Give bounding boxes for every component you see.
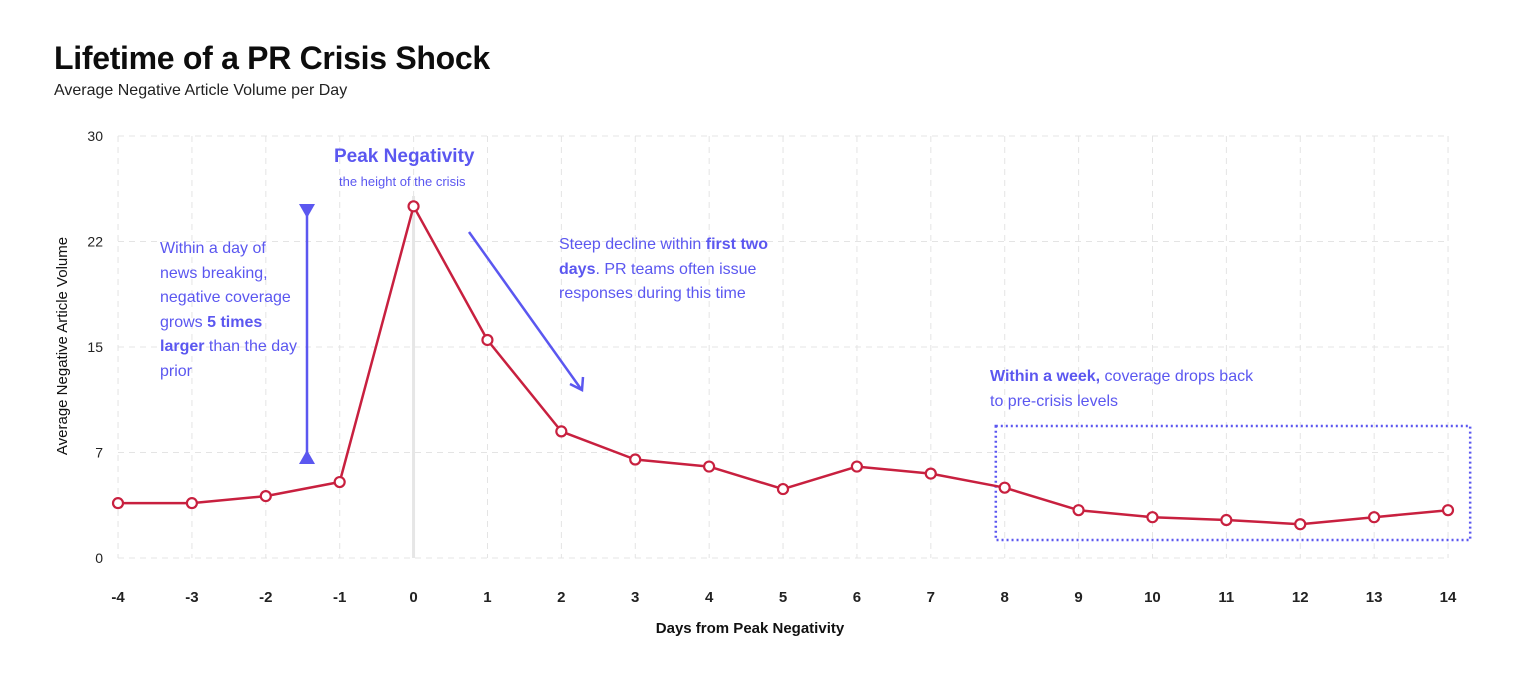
data-point [1072,504,1085,517]
y-axis-label: Average Negative Article Volume [54,237,71,455]
data-point [111,497,125,510]
data-point [555,425,568,438]
growth-arrow-top-head [299,204,315,218]
data-point [1220,513,1233,527]
x-tick-label: 11 [1218,589,1234,606]
week-highlight-box [994,424,1472,542]
x-tick-label: 7 [927,589,935,606]
x-tick-label: -1 [333,589,346,606]
peak-subtitle: the height of the crisis [339,174,466,189]
growth-text-pre: Within a day of news breaking, negative … [160,240,291,331]
data-point [407,200,420,213]
x-tick-label: 14 [1440,589,1457,606]
data-point [629,453,642,466]
x-tick-label: -2 [259,589,272,606]
x-tick-label: 10 [1144,589,1161,606]
x-tick-label: 8 [1000,589,1008,606]
y-tick-label: 22 [87,234,103,250]
growth-annotation: Within a day of news breaking, negative … [160,237,300,384]
y-tick-label: 7 [95,445,103,461]
x-tick-label: 5 [779,589,787,606]
data-points [111,200,1455,531]
week-text-post: coverage drops back to pre-crisis levels [990,368,1254,410]
grid-lines [117,135,1449,559]
data-point [924,467,937,480]
decline-annotation: Steep decline within first two days. PR … [559,233,784,307]
data-point [1146,511,1159,524]
y-tick-label: 30 [87,128,103,144]
data-point [998,481,1011,494]
annotation-arrows [299,204,585,464]
decline-arrow-head [569,376,585,392]
data-point [259,490,272,503]
y-tick-label: 15 [87,339,103,355]
growth-arrow-bottom-head [299,450,315,464]
x-tick-labels: -4 -3 -2 -1 0 1 2 3 4 5 6 7 8 9 10 11 12 13 14 [111,589,1457,606]
data-point [333,475,346,489]
x-tick-label: -4 [111,589,125,606]
data-point [776,482,790,496]
decline-arrow-shaft [467,231,583,390]
data-point [481,333,494,347]
x-axis-label: Days from Peak Negativity [655,620,845,637]
growth-text-bold: 5 times larger [160,313,263,356]
x-tick-label: 0 [409,589,417,606]
week-annotation: Within a week, coverage drops back to pr… [990,365,1265,414]
y-tick-label: 0 [95,550,103,566]
x-tick-label: 6 [853,589,861,606]
peak-title: Peak Negativity [334,146,475,167]
data-point [703,460,716,473]
x-tick-label: 12 [1292,589,1309,606]
x-tick-label: 4 [705,589,714,606]
data-point [1368,511,1381,524]
data-point [850,460,863,473]
growth-text-post: than the day prior [160,338,297,380]
x-tick-label: -3 [185,589,198,606]
week-text-bold: Within a week, [990,368,1101,385]
data-point [185,497,198,510]
data-point [1441,504,1455,517]
data-point [1294,518,1307,531]
decline-text-post: . PR teams often issue responses during … [559,260,757,303]
x-tick-label: 2 [557,589,565,606]
y-tick-labels: 0 7 15 22 30 [87,128,103,566]
x-tick-label: 9 [1074,589,1082,606]
x-tick-label: 13 [1366,589,1383,606]
decline-text-pre: Steep decline within [559,236,706,253]
x-tick-label: 1 [483,589,491,606]
x-tick-label: 3 [631,589,639,606]
decline-text-bold: first two days [559,236,768,278]
chart-title: Lifetime of a PR Crisis Shock [54,40,490,76]
chart-subtitle: Average Negative Article Volume per Day [54,82,348,99]
